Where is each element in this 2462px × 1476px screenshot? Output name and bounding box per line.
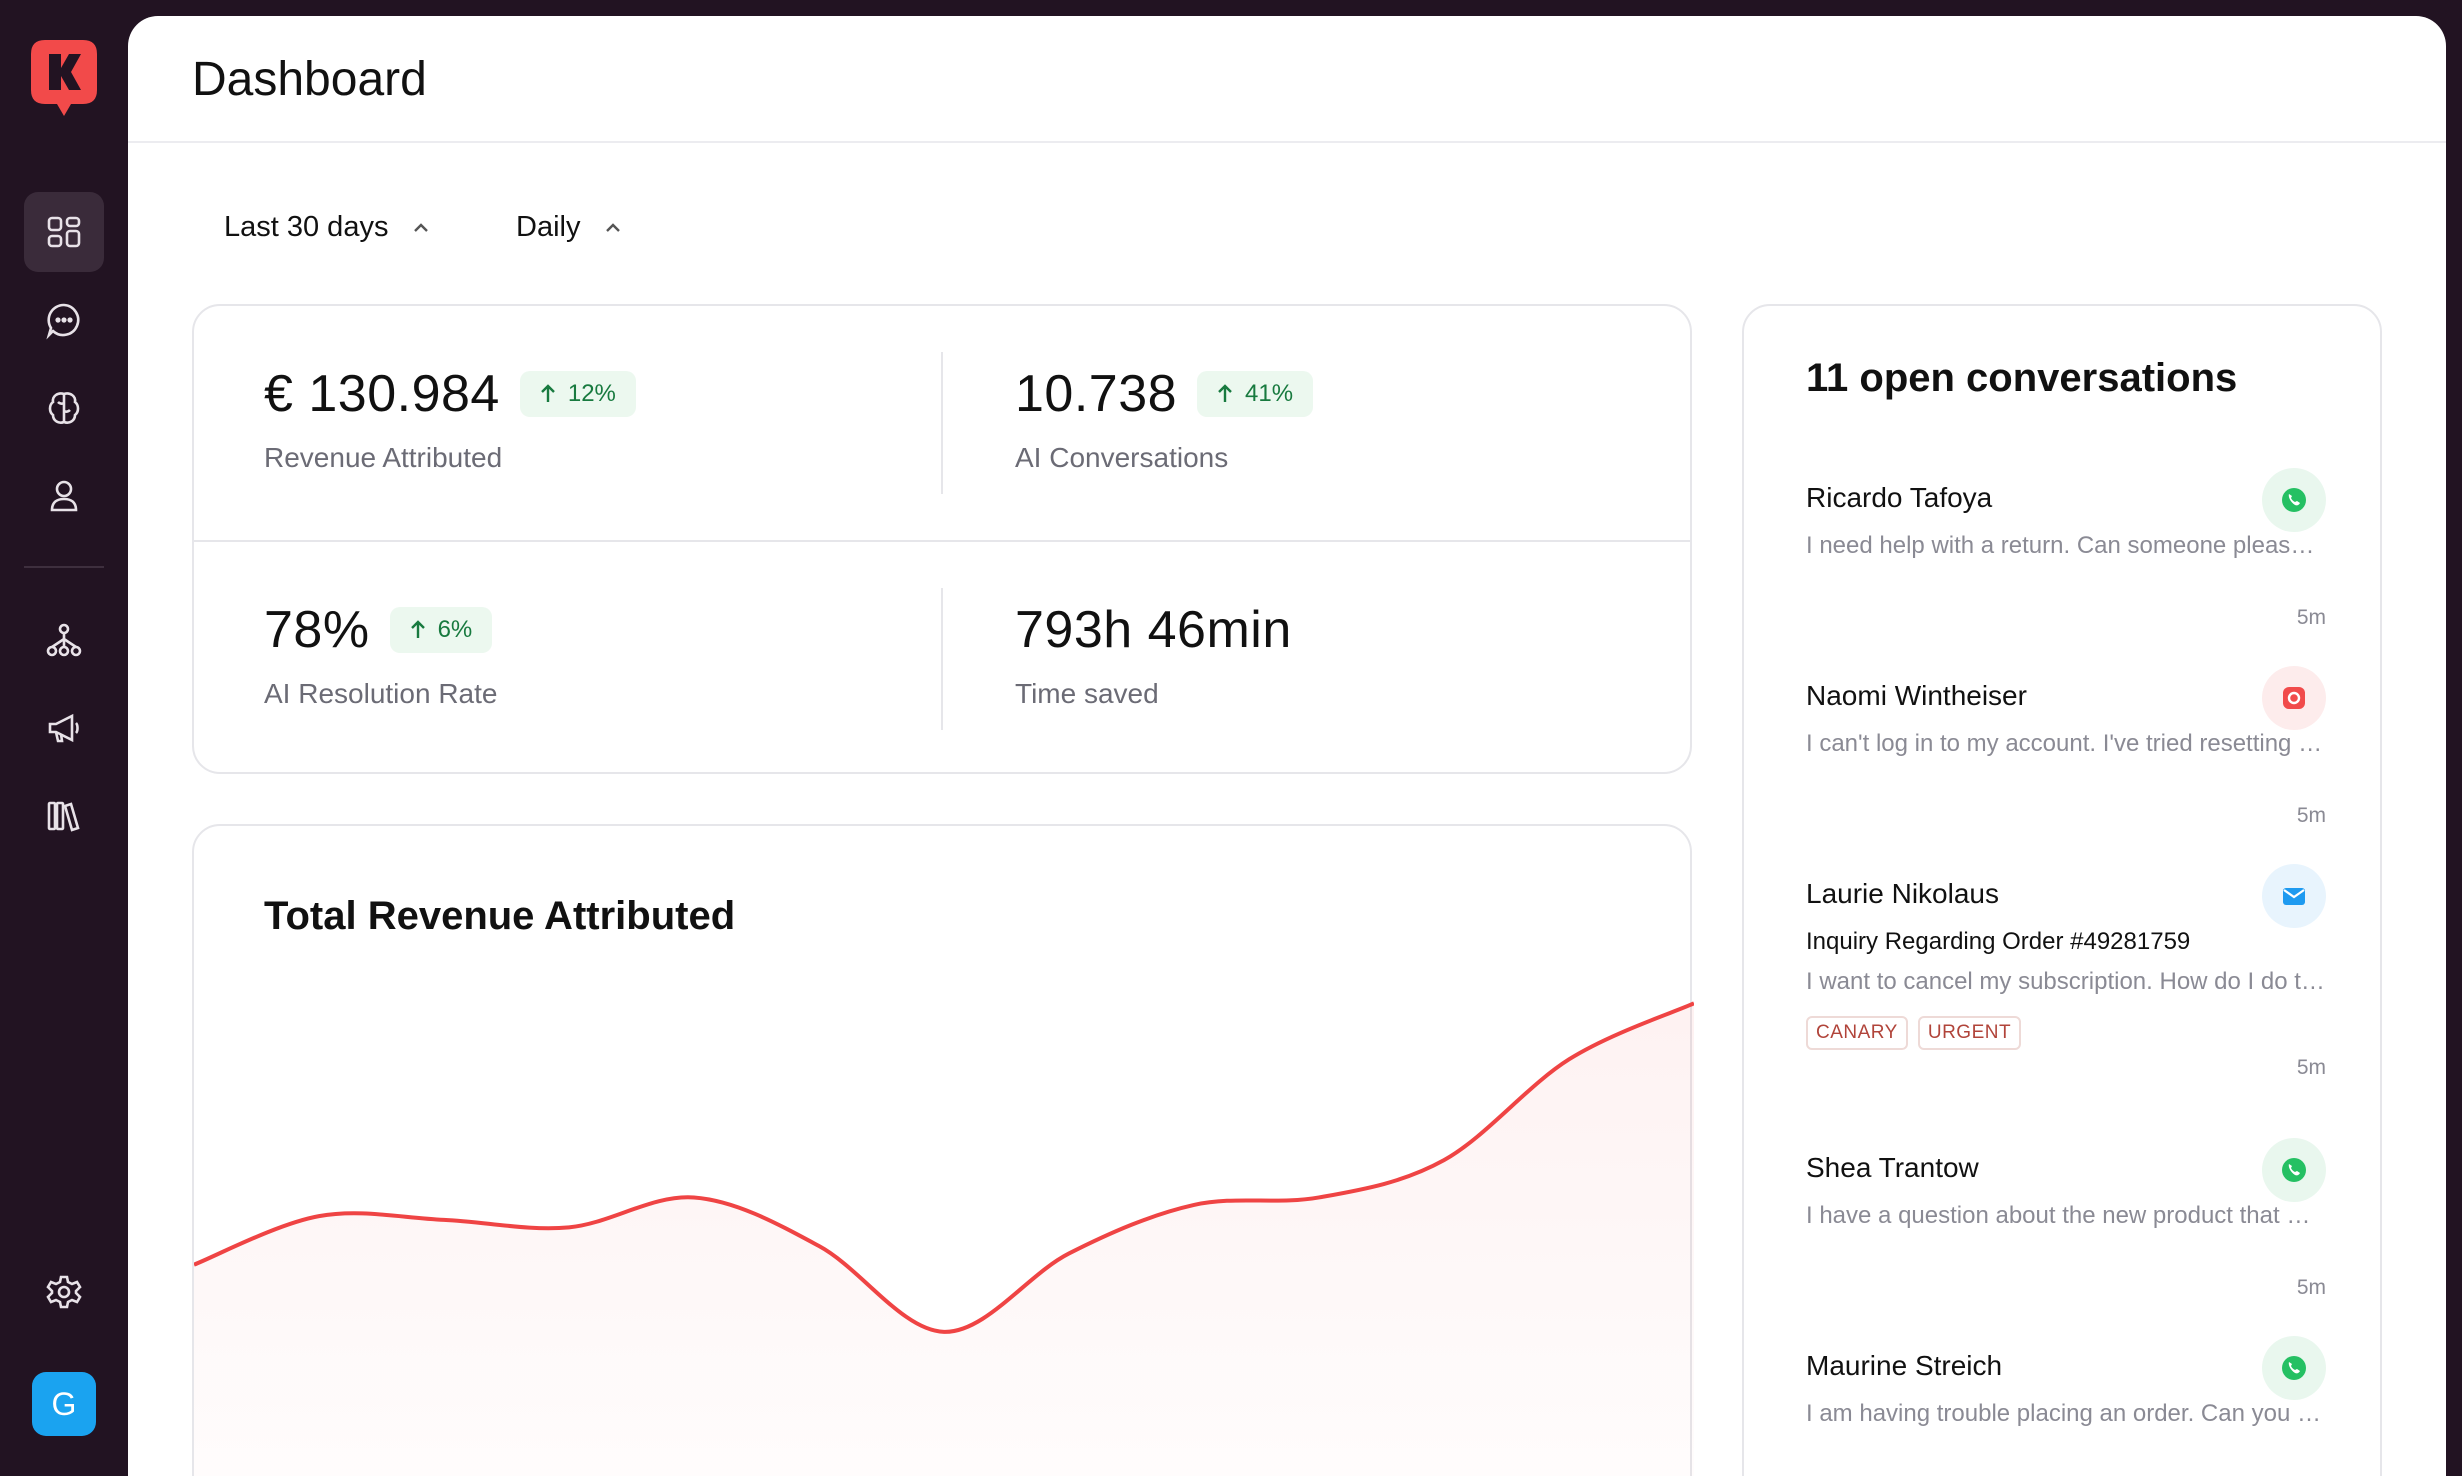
stat-label: AI Resolution Rate bbox=[264, 678, 498, 709]
avatar-letter: G bbox=[51, 1385, 77, 1422]
trend-badge: 12% bbox=[519, 371, 636, 417]
dashboard-icon bbox=[47, 216, 81, 248]
nav-flows[interactable] bbox=[24, 600, 104, 680]
chart-area-fill bbox=[194, 1003, 1694, 1476]
conversation-item[interactable]: Shea Trantow I have a question about the… bbox=[1806, 1138, 2326, 1299]
date-range-label: Last 30 days bbox=[224, 211, 389, 243]
stats-divider bbox=[194, 540, 1690, 542]
stat-time-saved: 793h 46min Time saved bbox=[1015, 600, 1292, 710]
contact-name: Ricardo Tafoya bbox=[1806, 482, 1993, 513]
date-range-dropdown[interactable]: Last 30 days bbox=[224, 211, 436, 244]
whatsapp-icon bbox=[2262, 1336, 2326, 1400]
timestamp: 5m bbox=[2296, 804, 2326, 827]
nav-dashboard[interactable] bbox=[24, 192, 104, 272]
trend-value: 41% bbox=[1245, 380, 1294, 407]
stat-label: Time saved bbox=[1015, 678, 1159, 709]
arrow-up-icon bbox=[1218, 384, 1232, 402]
chart-series-line bbox=[194, 1001, 1694, 1334]
contact-name: Maurine Streich bbox=[1806, 1350, 2003, 1381]
tag-list: CANARY URGENT bbox=[1806, 1016, 2326, 1050]
stat-ai-conversations: 10.738 41% AI Conversations bbox=[1015, 364, 1314, 474]
stat-resolution-rate: 78% 6% AI Resolution Rate bbox=[264, 600, 497, 710]
granularity-dropdown[interactable]: Daily bbox=[516, 211, 628, 244]
timestamp: 5m bbox=[2297, 1474, 2326, 1476]
conversations-title: 11 open conversations bbox=[1806, 356, 2238, 400]
conversation-item[interactable]: Naomi Wintheiser I can't log in to my ac… bbox=[1806, 666, 2326, 827]
stat-revenue: € 130.984 12% Revenue Attributed bbox=[264, 364, 636, 474]
instagram-icon bbox=[2262, 666, 2326, 730]
whatsapp-icon bbox=[2262, 468, 2326, 532]
nav-ai-brain[interactable] bbox=[24, 368, 104, 448]
stat-value: € 130.984 bbox=[264, 365, 500, 423]
timestamp: 5m bbox=[2296, 1276, 2326, 1299]
stat-value: 10.738 bbox=[1015, 365, 1178, 423]
nav-campaigns[interactable] bbox=[24, 688, 104, 768]
stats-card: € 130.984 12% Revenue Attributed 10.738 … bbox=[192, 304, 1692, 774]
nav-settings[interactable] bbox=[24, 1252, 104, 1332]
stats-divider bbox=[941, 588, 943, 730]
chart-title: Total Revenue Attributed bbox=[264, 894, 736, 938]
message-preview: I want to cancel my subscription. How do… bbox=[1806, 968, 2326, 995]
tag-badge[interactable]: CANARY bbox=[1806, 1016, 1908, 1050]
brain-icon bbox=[48, 392, 80, 424]
revenue-chart-card: Total Revenue Attributed bbox=[192, 824, 1694, 1476]
stat-value: 793h 46min bbox=[1015, 601, 1292, 659]
open-conversations-panel: 11 open conversations Ricardo Tafoya I n… bbox=[1742, 304, 2382, 1476]
chevron-up-icon bbox=[414, 222, 429, 232]
message-preview: I can't log in to my account. I've tried… bbox=[1806, 730, 2326, 757]
timestamp: 5m bbox=[2296, 606, 2326, 629]
conversation-item[interactable]: Laurie Nikolaus Inquiry Regarding Order … bbox=[1806, 864, 2326, 1079]
trend-badge: 41% bbox=[1197, 371, 1314, 417]
arrow-up-icon bbox=[540, 384, 555, 402]
contact-name: Naomi Wintheiser bbox=[1806, 680, 2027, 711]
stats-divider bbox=[941, 352, 943, 494]
granularity-label: Daily bbox=[516, 211, 581, 243]
contact-name: Shea Trantow bbox=[1806, 1152, 1979, 1183]
main-panel: Dashboard Last 30 days Daily € 130.984 1… bbox=[128, 16, 2446, 1476]
conversation-item[interactable]: Ricardo Tafoya I need help with a return… bbox=[1806, 468, 2326, 629]
message-preview: I am having trouble placing an order. Ca… bbox=[1806, 1400, 2326, 1427]
message-subject: Inquiry Regarding Order #49281759 bbox=[1806, 928, 2191, 955]
brand-logo[interactable] bbox=[31, 40, 97, 118]
sidebar-divider bbox=[24, 566, 104, 568]
user-icon bbox=[50, 480, 78, 512]
nav-library[interactable] bbox=[24, 776, 104, 856]
message-preview: I have a question about the new product … bbox=[1806, 1202, 2326, 1229]
gear-icon bbox=[46, 1275, 82, 1309]
whatsapp-icon bbox=[2262, 1138, 2326, 1202]
page-header: Dashboard bbox=[128, 16, 2446, 143]
chat-bubble-icon bbox=[46, 303, 80, 340]
message-preview: I need help with a return. Can someone p… bbox=[1806, 532, 2326, 559]
library-icon bbox=[47, 801, 80, 832]
page-title: Dashboard bbox=[192, 53, 427, 106]
nav-contacts[interactable] bbox=[24, 456, 104, 536]
nav-conversations[interactable] bbox=[24, 280, 104, 360]
stat-value: 78% bbox=[264, 601, 370, 659]
user-avatar[interactable]: G bbox=[32, 1372, 96, 1436]
contact-name: Laurie Nikolaus bbox=[1806, 878, 1999, 909]
sidebar: G bbox=[0, 0, 128, 1476]
stat-label: AI Conversations bbox=[1015, 442, 1229, 473]
workflow-icon bbox=[46, 623, 82, 657]
tag-badge[interactable]: URGENT bbox=[1917, 1016, 2022, 1050]
trend-value: 12% bbox=[567, 380, 616, 407]
chevron-up-icon bbox=[606, 222, 621, 232]
stat-label: Revenue Attributed bbox=[264, 442, 503, 473]
arrow-up-icon bbox=[410, 620, 425, 638]
conversation-item[interactable]: Maurine Streich I am having trouble plac… bbox=[1806, 1336, 2326, 1476]
revenue-chart bbox=[194, 1001, 1694, 1476]
trend-badge: 6% bbox=[389, 607, 493, 653]
timestamp: 5m bbox=[2296, 1056, 2326, 1079]
trend-value: 6% bbox=[437, 616, 473, 643]
megaphone-icon bbox=[48, 713, 79, 743]
email-icon bbox=[2262, 864, 2326, 928]
